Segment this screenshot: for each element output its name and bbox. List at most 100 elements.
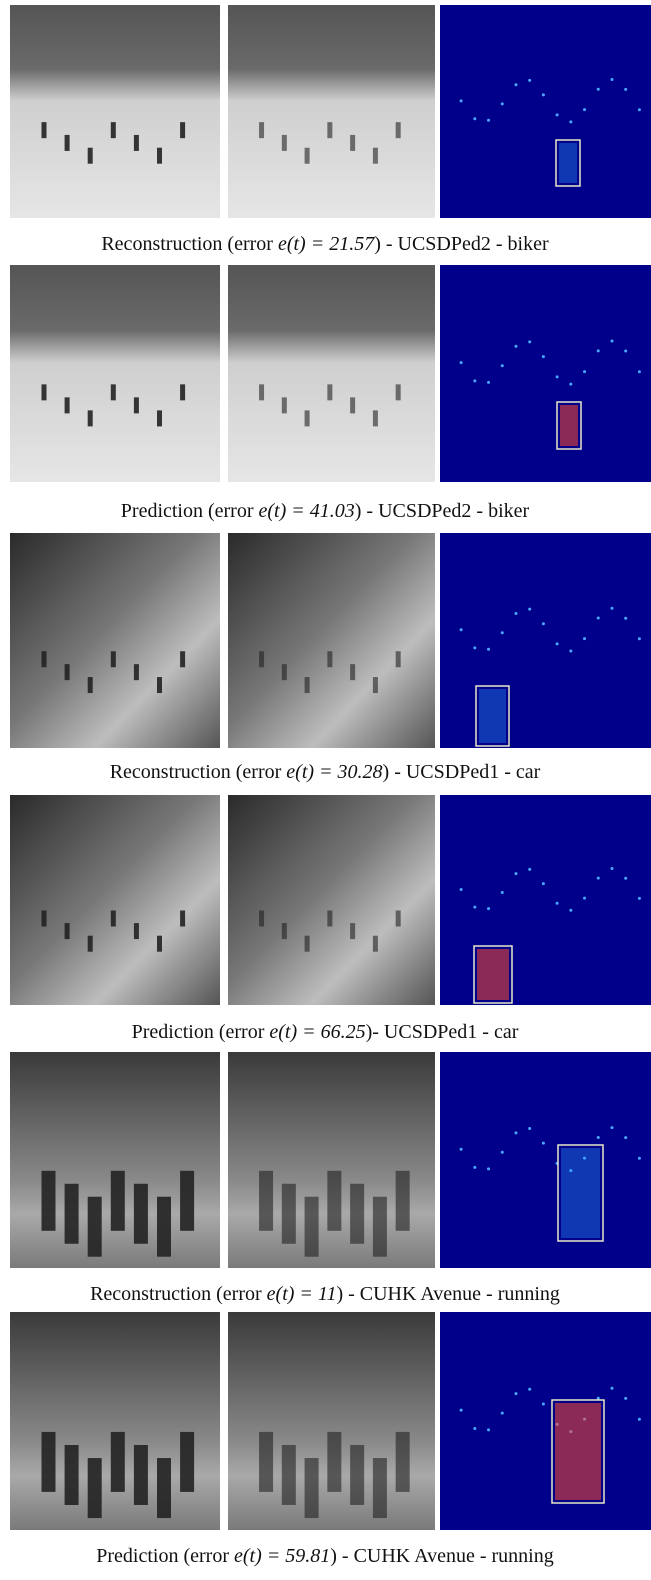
person — [134, 135, 139, 151]
frame-image — [10, 1052, 220, 1268]
figure-row: Prediction (error e(t) = 66.25)- UCSDPed… — [10, 795, 651, 1043]
person — [42, 1171, 56, 1231]
caption-prefix: Prediction (error — [121, 500, 259, 522]
error-speck — [528, 340, 531, 343]
error-speck — [487, 1428, 490, 1431]
person — [282, 397, 287, 413]
error-speck — [624, 1397, 627, 1400]
person — [350, 664, 355, 680]
anomaly-hotspot — [561, 1148, 600, 1238]
error-speck — [597, 349, 600, 352]
person — [396, 651, 401, 667]
error-speck — [487, 119, 490, 122]
person — [259, 384, 264, 400]
person — [88, 936, 93, 952]
person — [305, 410, 310, 426]
person — [180, 911, 185, 927]
person — [134, 923, 139, 939]
error-speck — [638, 1418, 641, 1421]
figure: Reconstruction (error e(t) = 21.57) - UC… — [0, 0, 651, 1580]
person — [396, 384, 401, 400]
caption-prefix: Reconstruction (error — [110, 761, 287, 783]
error-speck — [473, 117, 476, 120]
person — [65, 397, 70, 413]
error-speck — [569, 120, 572, 123]
person — [282, 1184, 296, 1244]
error-speck — [501, 364, 504, 367]
person — [111, 1171, 125, 1231]
error-speck — [542, 355, 545, 358]
caption: Reconstruction (error e(t) = 30.28) - UC… — [110, 761, 541, 783]
error-speck — [460, 361, 463, 364]
error-speck — [501, 891, 504, 894]
anomaly-hotspot — [555, 1403, 601, 1500]
error-speck — [460, 1148, 463, 1151]
person — [350, 923, 355, 939]
caption: Prediction (error e(t) = 41.03) - UCSDPe… — [121, 500, 530, 522]
person — [65, 1184, 79, 1244]
error-speck — [638, 1157, 641, 1160]
caption-prefix: Reconstruction (error — [90, 1283, 267, 1305]
caption: Reconstruction (error e(t) = 11) - CUHK … — [90, 1283, 560, 1305]
person — [396, 122, 401, 138]
person — [65, 923, 70, 939]
person — [396, 1432, 410, 1492]
person — [157, 936, 162, 952]
caption-suffix: ) - CUHK Avenue - running — [330, 1545, 553, 1567]
anomaly-hotspot — [477, 949, 509, 1000]
frame-image — [228, 1312, 435, 1530]
frame-image — [228, 5, 435, 218]
caption-math: e(t) = 66.25 — [269, 1021, 365, 1043]
person — [350, 1184, 364, 1244]
person — [65, 135, 70, 151]
error-speck — [473, 906, 476, 909]
error-speck — [542, 882, 545, 885]
error-speck — [542, 622, 545, 625]
error-speck — [597, 877, 600, 880]
frame-image — [10, 265, 220, 482]
person — [88, 1197, 102, 1257]
person — [180, 1432, 194, 1492]
person — [350, 1445, 364, 1505]
person — [157, 1458, 171, 1518]
error-speck — [556, 902, 559, 905]
person — [157, 677, 162, 693]
person — [396, 911, 401, 927]
caption-prefix: Prediction (error — [132, 1021, 270, 1043]
error-speck — [487, 907, 490, 910]
error-speck — [460, 888, 463, 891]
caption-math: e(t) = 11 — [267, 1283, 337, 1305]
person — [373, 410, 378, 426]
person — [373, 148, 378, 164]
error-speck — [473, 646, 476, 649]
anomaly-hotspot — [479, 689, 506, 743]
error-speck — [610, 1387, 613, 1390]
error-speck — [487, 381, 490, 384]
error-speck — [583, 108, 586, 111]
person — [282, 135, 287, 151]
person — [259, 911, 264, 927]
person — [42, 384, 47, 400]
person — [134, 397, 139, 413]
error-map — [440, 1312, 651, 1530]
person — [180, 122, 185, 138]
caption-math: e(t) = 41.03 — [259, 500, 355, 522]
person — [305, 1458, 319, 1518]
frame-image — [10, 533, 220, 748]
frame-image — [10, 795, 220, 1005]
figure-row: Reconstruction (error e(t) = 21.57) - UC… — [10, 5, 651, 255]
person — [305, 148, 310, 164]
person — [259, 1171, 273, 1231]
person — [282, 923, 287, 939]
person — [134, 1184, 148, 1244]
error-speck — [597, 617, 600, 620]
person — [65, 1445, 79, 1505]
error-speck — [624, 350, 627, 353]
person — [111, 651, 116, 667]
error-speck — [528, 608, 531, 611]
error-speck — [473, 379, 476, 382]
person — [305, 1197, 319, 1257]
error-speck — [583, 370, 586, 373]
error-speck — [624, 877, 627, 880]
error-speck — [610, 339, 613, 342]
